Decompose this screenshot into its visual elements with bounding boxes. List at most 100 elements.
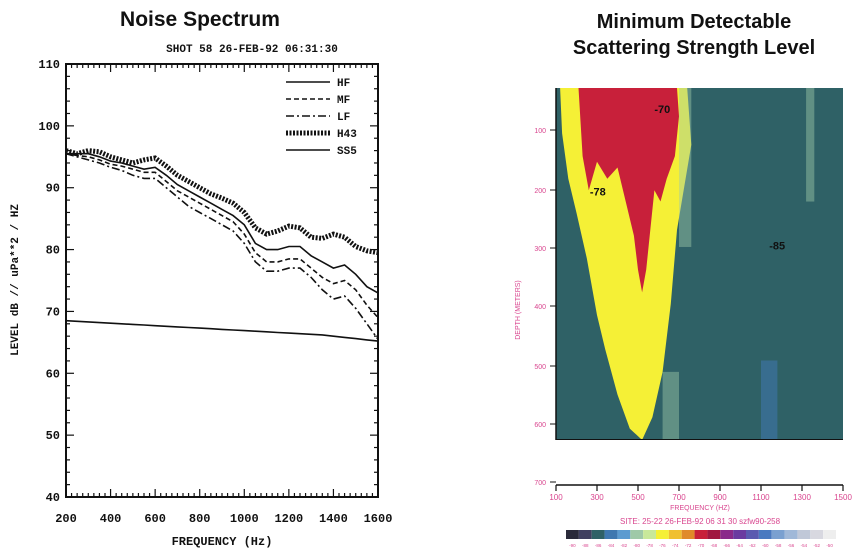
colorbar-swatch [578, 530, 592, 539]
series-line-h43 [65, 148, 379, 256]
colorbar-swatch [784, 530, 798, 539]
colorbar-label: -72 [685, 543, 692, 548]
y-tick-label: 110 [38, 58, 60, 72]
colorbar: -90 -88 -86 -84 -82 -80 -78 -76 -74 -72 -70 -68 -66 -… [566, 530, 836, 548]
colorbar-label: -58 [775, 543, 782, 548]
noise-spectrum-chart: Noise Spectrum SHOT 58 26-FEB-92 06:31:3… [10, 8, 392, 549]
series-line-hf [66, 152, 379, 294]
x-tick-label: 100 [549, 493, 563, 502]
plot-frame [65, 63, 379, 498]
region-label: -70 [654, 104, 670, 116]
y-tick-label: 700 [534, 480, 546, 487]
series-line-ss5 [65, 319, 379, 342]
region-light [679, 88, 692, 247]
colorbar-swatch [694, 530, 708, 539]
y-tick-label: 80 [46, 244, 60, 258]
colorbar-label: -56 [788, 543, 795, 548]
chart-subtitle: SHOT 58 26-FEB-92 06:31:30 [166, 44, 338, 56]
colorbar-label: -88 [582, 543, 589, 548]
region-high [578, 88, 679, 293]
x-tick-label: 1400 [319, 512, 348, 526]
axis-ticks: 100 300 500 700 900 1100 1300 1500 100 200 300 400 5… [534, 128, 852, 502]
y-tick-label: 50 [46, 429, 60, 443]
colorbar-swatch [617, 530, 631, 539]
x-tick-label: 600 [144, 512, 166, 526]
colorbar-label: -76 [659, 543, 666, 548]
region-label: -85 [769, 240, 785, 252]
colorbar-swatch [823, 530, 836, 539]
tick-labels: 200 400 600 800 1000 1200 1400 1600 40 50 60 70 80 90… [38, 58, 392, 526]
chart-title: Noise Spectrum [120, 8, 280, 31]
colorbar-label: -66 [723, 543, 730, 548]
colorbar-label: -68 [711, 543, 718, 548]
chart-title-line1: Minimum Detectable [597, 11, 791, 33]
chart-title-line2: Scattering Strength Level [573, 37, 815, 59]
colorbar-label: -52 [813, 543, 820, 548]
colorbar-swatch [733, 530, 746, 539]
colorbar-label: -50 [826, 543, 833, 548]
x-tick-label: 1300 [793, 493, 811, 502]
colorbar-swatch [746, 530, 759, 539]
colorbar-label: -84 [608, 543, 615, 548]
colorbar-label: -78 [646, 543, 653, 548]
series-line-lf [65, 152, 379, 340]
y-tick-label: 400 [534, 304, 546, 311]
y-tick-label: 100 [534, 128, 546, 135]
colorbar-swatch [720, 530, 734, 539]
colorbar-swatch [591, 530, 605, 539]
colorbar-swatch [630, 530, 644, 539]
region-light [662, 371, 679, 440]
colorbar-label: -80 [633, 543, 640, 548]
colorbar-swatch [566, 530, 579, 539]
x-tick-label: 1000 [230, 512, 259, 526]
legend-label-mf: MF [337, 95, 350, 107]
empty-depth-band [556, 440, 843, 485]
colorbar-swatch [810, 530, 824, 539]
colorbar-label: -70 [698, 543, 705, 548]
colorbar-swatch [758, 530, 772, 539]
x-tick-label: 800 [189, 512, 211, 526]
colorbar-label: -64 [736, 543, 743, 548]
colorbar-swatch [668, 530, 682, 539]
x-tick-label: 1200 [274, 512, 303, 526]
colorbar-label: -62 [749, 543, 756, 548]
x-tick-label: 900 [713, 493, 727, 502]
y-tick-label: 60 [46, 367, 60, 381]
legend-label-hf: HF [337, 78, 350, 90]
colorbar-swatch [797, 530, 811, 539]
x-tick-label: 400 [100, 512, 122, 526]
colorbar-label: -90 [569, 543, 576, 548]
colorbar-swatch [681, 530, 695, 539]
x-tick-label: 700 [672, 493, 686, 502]
y-tick-label: 200 [534, 188, 546, 195]
colorbar-swatch [604, 530, 618, 539]
region-blue [761, 360, 778, 440]
x-tick-label: 300 [590, 493, 604, 502]
colorbar-swatch [771, 530, 785, 539]
y-tick-label: 500 [534, 364, 546, 371]
heatmap-regions [560, 88, 815, 440]
legend-label-h43: H43 [337, 129, 357, 141]
region-light [806, 88, 815, 202]
series-group [65, 148, 379, 342]
colorbar-swatch [707, 530, 721, 539]
series-line-mf [65, 152, 379, 319]
colorbar-label: -60 [762, 543, 769, 548]
y-tick-label: 300 [534, 246, 546, 253]
x-tick-label: 200 [55, 512, 77, 526]
y-tick-label: 40 [46, 491, 60, 505]
y-tick-label: 90 [46, 182, 60, 196]
y-axis-label: LEVEL dB // uPa**2 / HZ [10, 204, 22, 356]
legend-label-lf: LF [337, 112, 350, 124]
colorbar-swatch [656, 530, 669, 539]
legend-label-ss5: SS5 [337, 146, 357, 158]
x-axis-label: FREQUENCY (Hz) [172, 535, 273, 549]
y-tick-label: 100 [38, 120, 60, 134]
region-labels: -70 -78 -85 [590, 104, 785, 252]
x-tick-label: 500 [631, 493, 645, 502]
y-tick-label: 70 [46, 305, 60, 319]
colorbar-swatch [643, 530, 656, 539]
x-tick-label: 1100 [752, 493, 770, 502]
x-axis-label: FREQUENCY (HZ) [670, 505, 730, 512]
